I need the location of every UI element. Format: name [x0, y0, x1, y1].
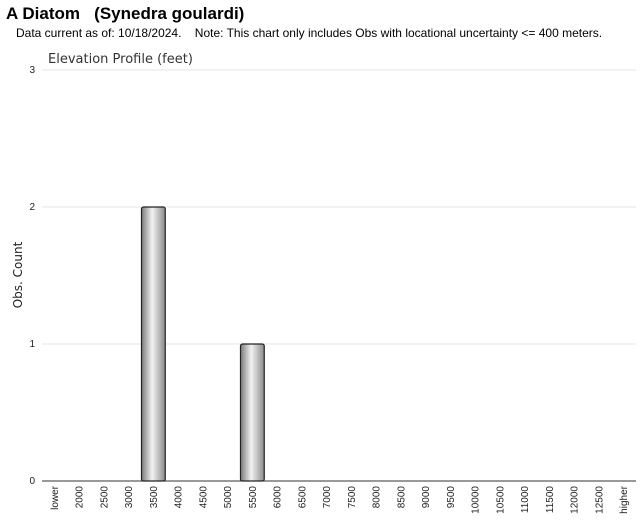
- x-tick-label: higher: [619, 485, 630, 513]
- x-tick-label: 10500: [495, 486, 506, 514]
- y-tick-label: 0: [29, 476, 35, 487]
- x-tick-label: 9500: [446, 486, 457, 509]
- page-title: A Diatom (Synedra goulardi): [6, 4, 245, 23]
- x-tick-label: 8500: [396, 486, 407, 509]
- y-axis-label: Obs. Count: [11, 241, 25, 308]
- x-tick-label: 11000: [520, 486, 531, 514]
- x-tick-label: 3500: [149, 486, 160, 509]
- y-tick-label: 2: [29, 202, 35, 213]
- x-tick-label: 6500: [297, 486, 308, 509]
- x-tick-label: 3000: [124, 486, 135, 509]
- x-tick-label: 5000: [223, 486, 234, 509]
- x-tick-label: 2000: [75, 486, 86, 509]
- x-tick-label: 5500: [248, 486, 259, 509]
- bar-5500[interactable]: [239, 343, 265, 482]
- x-tick-label: 7000: [322, 486, 333, 509]
- x-tick-label: 12000: [570, 486, 581, 514]
- x-tick-label: 11500: [545, 486, 556, 514]
- x-tick-label: 8000: [372, 486, 383, 509]
- data-note: Data current as of: 10/18/2024. Note: Th…: [16, 26, 603, 40]
- x-tick-label: 4000: [174, 486, 185, 509]
- x-tick-label: lower: [50, 485, 61, 510]
- x-tick-label: 12500: [594, 486, 605, 514]
- chart-title: Elevation Profile (feet): [48, 52, 193, 67]
- x-tick-label: 2500: [99, 486, 110, 509]
- bar-3500[interactable]: [140, 206, 166, 482]
- x-tick-label: 9000: [421, 486, 432, 509]
- x-tick-label: 4500: [198, 486, 209, 509]
- y-tick-label: 1: [29, 339, 35, 350]
- y-tick-label: 3: [29, 65, 35, 76]
- x-tick-label: 6000: [273, 486, 284, 509]
- x-tick-label: 10000: [471, 486, 482, 514]
- x-tick-label: 7500: [347, 486, 358, 509]
